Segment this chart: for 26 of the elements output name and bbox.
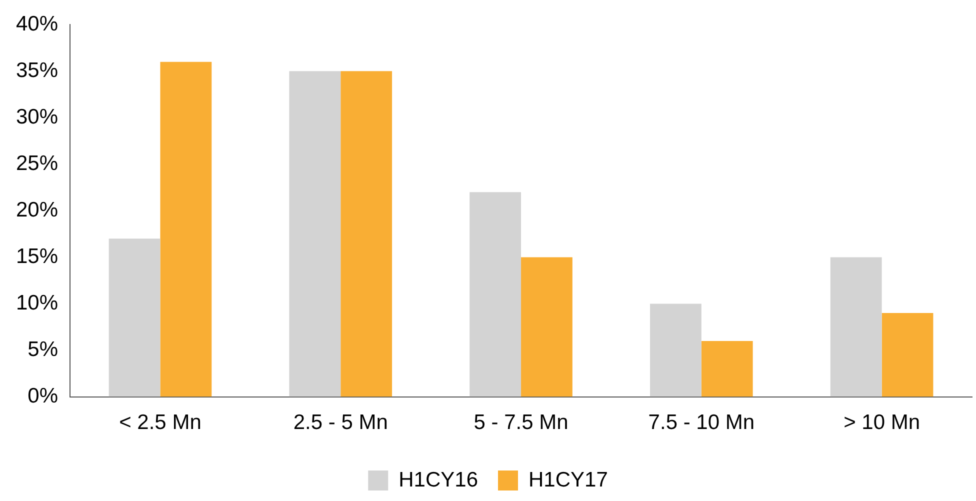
bar [470, 192, 522, 397]
bar [160, 62, 212, 397]
y-tick-label: 5% [28, 338, 58, 362]
bar [830, 257, 882, 397]
x-tick-label: 7.5 - 10 Mn [648, 411, 755, 434]
x-tick-label: < 2.5 Mn [119, 411, 202, 434]
y-tick-label: 30% [16, 105, 58, 128]
x-tick-label: > 10 Mn [844, 411, 920, 434]
y-tick-label: 15% [16, 245, 58, 268]
bar [701, 340, 753, 397]
bar [882, 313, 934, 397]
y-tick-label: 10% [16, 292, 58, 315]
bar [340, 71, 392, 397]
x-tick-label: 5 - 7.5 Mn [474, 411, 568, 434]
y-tick-label: 40% [16, 12, 58, 36]
bar [108, 238, 160, 397]
y-tick-label: 20% [16, 198, 58, 222]
y-tick-label: 35% [16, 58, 58, 82]
legend-label: H1CY16 [398, 468, 478, 492]
bar [521, 257, 572, 397]
legend-label: H1CY17 [528, 468, 608, 492]
x-tick-label: 2.5 - 5 Mn [293, 411, 388, 434]
y-tick-label: 25% [16, 152, 58, 175]
bar [650, 304, 702, 397]
bar [289, 71, 341, 397]
y-tick-label: 0% [28, 384, 58, 408]
